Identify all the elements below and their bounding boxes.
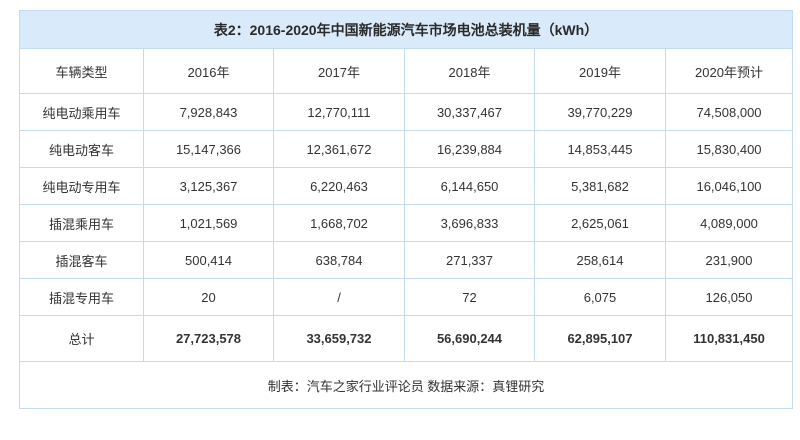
row-label: 插混专用车 bbox=[19, 278, 144, 316]
cell: 15,830,400 bbox=[664, 130, 794, 168]
row-label: 纯电动客车 bbox=[19, 130, 144, 168]
table-row-phev-passenger: 插混乘用车 1,021,569 1,668,702 3,696,833 2,62… bbox=[19, 204, 794, 242]
total-cell: 62,895,107 bbox=[534, 315, 666, 362]
cell: 638,784 bbox=[273, 241, 405, 279]
cell: 20 bbox=[143, 278, 274, 316]
table-row-phev-special: 插混专用车 20 / 72 6,075 126,050 bbox=[19, 278, 794, 316]
table-total-row: 总计 27,723,578 33,659,732 56,690,244 62,8… bbox=[19, 315, 794, 362]
column-header-vehicle-type: 车辆类型 bbox=[19, 48, 144, 94]
cell: 6,220,463 bbox=[273, 167, 405, 205]
cell: 6,144,650 bbox=[404, 167, 535, 205]
cell: 74,508,000 bbox=[664, 93, 794, 131]
column-header-2016: 2016年 bbox=[143, 48, 274, 94]
cell: 126,050 bbox=[664, 278, 794, 316]
cell: 16,046,100 bbox=[664, 167, 794, 205]
cell: 7,928,843 bbox=[143, 93, 274, 131]
table-row-phev-bus: 插混客车 500,414 638,784 271,337 258,614 231… bbox=[19, 241, 794, 279]
column-header-2020-forecast: 2020年预计 bbox=[664, 48, 794, 94]
table-footer-row: 制表：汽车之家行业评论员 数据来源：真锂研究 bbox=[18, 361, 794, 409]
table-row-bev-bus: 纯电动客车 15,147,366 12,361,672 16,239,884 1… bbox=[19, 130, 794, 168]
table-title: 表2：2016-2020年中国新能源汽车市场电池总装机量（kWh） bbox=[18, 10, 794, 49]
table-title-row: 表2：2016-2020年中国新能源汽车市场电池总装机量（kWh） bbox=[18, 10, 794, 49]
cell: 5,381,682 bbox=[534, 167, 666, 205]
column-header-2019: 2019年 bbox=[534, 48, 666, 94]
cell: 271,337 bbox=[404, 241, 535, 279]
column-header-2017: 2017年 bbox=[273, 48, 405, 94]
total-cell: 33,659,732 bbox=[273, 315, 405, 362]
cell: 1,021,569 bbox=[143, 204, 274, 242]
cell: 12,361,672 bbox=[273, 130, 405, 168]
cell: 231,900 bbox=[664, 241, 794, 279]
battery-install-table: 表2：2016-2020年中国新能源汽车市场电池总装机量（kWh） 车辆类型 2… bbox=[18, 10, 794, 409]
cell: 15,147,366 bbox=[143, 130, 274, 168]
total-label: 总计 bbox=[19, 315, 144, 362]
cell: 500,414 bbox=[143, 241, 274, 279]
total-cell: 56,690,244 bbox=[404, 315, 535, 362]
cell: 1,668,702 bbox=[273, 204, 405, 242]
cell: 258,614 bbox=[534, 241, 666, 279]
cell: 2,625,061 bbox=[534, 204, 666, 242]
total-cell: 27,723,578 bbox=[143, 315, 274, 362]
cell: 72 bbox=[404, 278, 535, 316]
cell: 3,696,833 bbox=[404, 204, 535, 242]
cell: 12,770,111 bbox=[273, 93, 405, 131]
cell: 30,337,467 bbox=[404, 93, 535, 131]
cell: / bbox=[273, 278, 405, 316]
table-source-note: 制表：汽车之家行业评论员 数据来源：真锂研究 bbox=[18, 361, 794, 409]
row-label: 纯电动乘用车 bbox=[19, 93, 144, 131]
table-row-bev-special: 纯电动专用车 3,125,367 6,220,463 6,144,650 5,3… bbox=[19, 167, 794, 205]
column-header-2018: 2018年 bbox=[404, 48, 535, 94]
row-label: 纯电动专用车 bbox=[19, 167, 144, 205]
total-cell: 110,831,450 bbox=[664, 315, 794, 362]
cell: 6,075 bbox=[534, 278, 666, 316]
cell: 16,239,884 bbox=[404, 130, 535, 168]
table-row-bev-passenger: 纯电动乘用车 7,928,843 12,770,111 30,337,467 3… bbox=[19, 93, 794, 131]
cell: 3,125,367 bbox=[143, 167, 274, 205]
row-label: 插混客车 bbox=[19, 241, 144, 279]
cell: 4,089,000 bbox=[664, 204, 794, 242]
cell: 39,770,229 bbox=[534, 93, 666, 131]
table-header-row: 车辆类型 2016年 2017年 2018年 2019年 2020年预计 bbox=[19, 48, 794, 94]
row-label: 插混乘用车 bbox=[19, 204, 144, 242]
cell: 14,853,445 bbox=[534, 130, 666, 168]
